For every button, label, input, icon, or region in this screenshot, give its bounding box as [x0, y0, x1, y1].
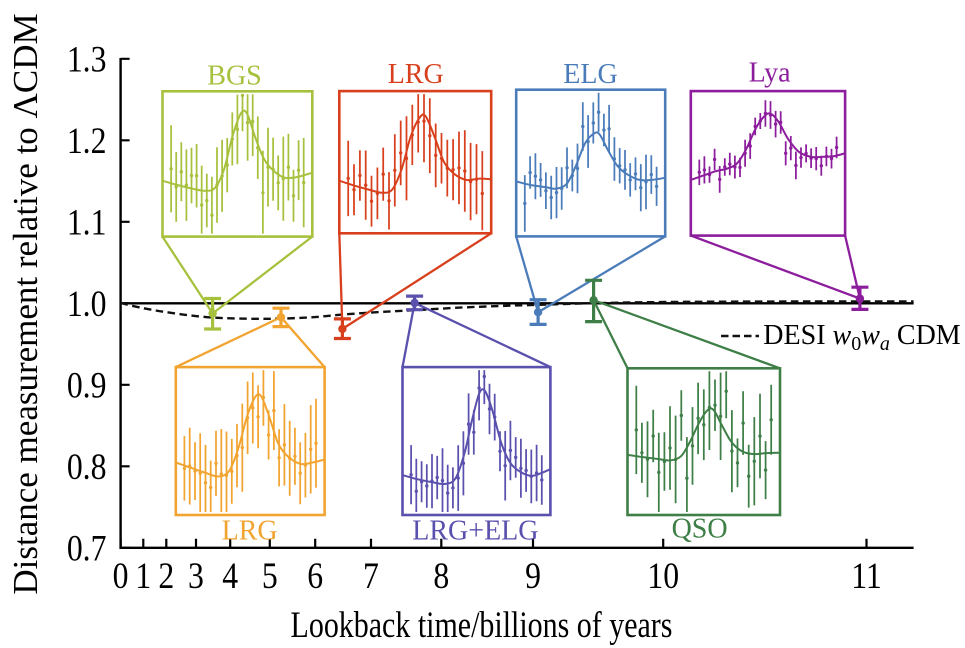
- svg-text:6: 6: [307, 556, 323, 597]
- svg-text:LRG+ELG: LRG+ELG: [412, 516, 538, 547]
- svg-text:LRG: LRG: [222, 516, 278, 547]
- svg-text:0.9: 0.9: [67, 365, 107, 406]
- svg-text:0: 0: [113, 556, 129, 597]
- svg-text:Lookback time/billions of year: Lookback time/billions of years: [291, 605, 673, 646]
- svg-text:9: 9: [525, 556, 541, 597]
- svg-text:QSO: QSO: [672, 514, 728, 545]
- svg-text:1.1: 1.1: [67, 202, 107, 243]
- svg-text:7: 7: [363, 556, 379, 597]
- svg-text:DESI w0wa CDM: DESI w0wa CDM: [763, 320, 961, 355]
- svg-text:ELG: ELG: [563, 59, 617, 90]
- svg-text:1.2: 1.2: [67, 121, 107, 162]
- svg-text:1: 1: [135, 556, 151, 597]
- svg-text:0.7: 0.7: [67, 528, 107, 569]
- svg-text:3: 3: [188, 556, 204, 597]
- svg-text:Lya: Lya: [749, 58, 792, 89]
- svg-text:4: 4: [222, 556, 238, 597]
- svg-text:LRG: LRG: [388, 59, 444, 90]
- svg-text:5: 5: [262, 556, 278, 597]
- svg-text:1.3: 1.3: [67, 39, 107, 80]
- svg-text:10: 10: [647, 556, 679, 597]
- svg-text:0.8: 0.8: [67, 447, 107, 488]
- svg-text:8: 8: [433, 556, 449, 597]
- svg-text:1.0: 1.0: [67, 284, 107, 325]
- svg-text:BGS: BGS: [207, 61, 261, 92]
- svg-text:Distance measurement relative: Distance measurement relative to ΛCDM: [6, 13, 45, 594]
- svg-text:2: 2: [158, 556, 174, 597]
- svg-text:11: 11: [851, 556, 882, 597]
